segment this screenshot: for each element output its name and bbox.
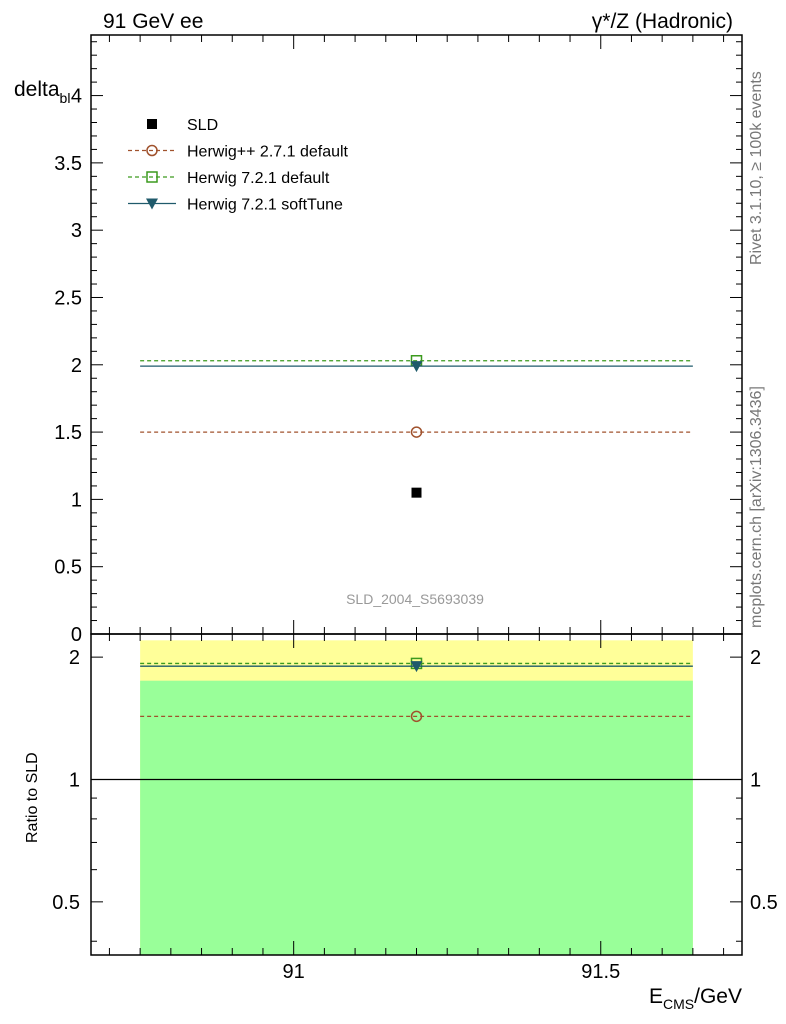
- analysis-id: SLD_2004_S5693039: [346, 591, 484, 607]
- ratio-ytick-label-left-1: 1: [69, 769, 80, 791]
- main-ytick-label-6: 3: [71, 220, 82, 242]
- main-panel: SLD Herwig++ 2.7.1 default Herwig 7.2.1 de…: [54, 34, 743, 646]
- series-point-0: [411, 487, 422, 498]
- ratio-point-2: [410, 661, 423, 673]
- main-ytick-label-5: 2.5: [54, 287, 82, 309]
- x-tick-label-0: 91: [283, 961, 305, 983]
- legend-marker-3: [146, 198, 158, 210]
- ratio-frame: [90, 633, 743, 956]
- main-ytick-label-0: 0: [71, 624, 82, 646]
- main-ytick-label-1: 0.5: [54, 557, 82, 579]
- x-axis-label-sub: CMS: [663, 996, 694, 1012]
- ratio-band-inner: [140, 680, 693, 955]
- main-ylabel: deltabl: [14, 78, 70, 106]
- legend: SLD Herwig++ 2.7.1 default Herwig 7.2.1 de…: [128, 117, 349, 214]
- ratio-ytick-label-right-2: 2: [750, 647, 761, 669]
- main-ytick-label-2: 1: [71, 489, 82, 511]
- main-ytick-label-3: 1.5: [54, 422, 82, 444]
- main-ytick-label-8: 4: [71, 86, 82, 108]
- main-ylabel-main: delta: [14, 78, 60, 101]
- mcplots-label: mcplots.cern.ch [arXiv:1306.3436]: [748, 386, 765, 628]
- series-point-1: [410, 426, 423, 438]
- ratio-panel: 91 91.5 0.5 0.5 1 1 2 2: [52, 633, 778, 983]
- rivet-label: Rivet 3.1.10, ≥ 100k events: [748, 71, 765, 265]
- header-right: γ*/Z (Hadronic): [592, 10, 733, 33]
- legend-label-1: Herwig++ 2.7.1 default: [187, 144, 349, 161]
- ratio-ylabel: Ratio to SLD: [24, 752, 41, 843]
- legend-marker-2: [146, 171, 158, 183]
- main-ytick-label-7: 3.5: [54, 153, 82, 175]
- legend-label-3: Herwig 7.2.1 softTune: [187, 197, 343, 214]
- ratio-ytick-label-right-1: 1: [750, 769, 761, 791]
- x-axis-label-tail: /GeV: [694, 985, 742, 1008]
- ratio-ytick-label-right-0: 0.5: [750, 892, 778, 914]
- ratio-ytick-label-left-0: 0.5: [52, 892, 80, 914]
- x-tick-label-1: 91.5: [581, 961, 620, 983]
- legend-marker-0: [147, 119, 157, 129]
- header-left: 91 GeV ee: [103, 10, 203, 33]
- legend-marker-1: [146, 144, 158, 157]
- legend-label-0: SLD: [187, 117, 218, 134]
- main-ylabel-sub: bl: [60, 90, 71, 106]
- x-axis-label-main: E: [649, 985, 663, 1008]
- ratio-point-0: [410, 710, 423, 723]
- x-axis-label: ECMS/GeV: [649, 985, 742, 1012]
- series-point-3: [410, 361, 423, 373]
- main-ytick-label-4: 2: [71, 355, 82, 377]
- ratio-ytick-label-left-2: 2: [69, 647, 80, 669]
- legend-label-2: Herwig 7.2.1 default: [187, 170, 330, 187]
